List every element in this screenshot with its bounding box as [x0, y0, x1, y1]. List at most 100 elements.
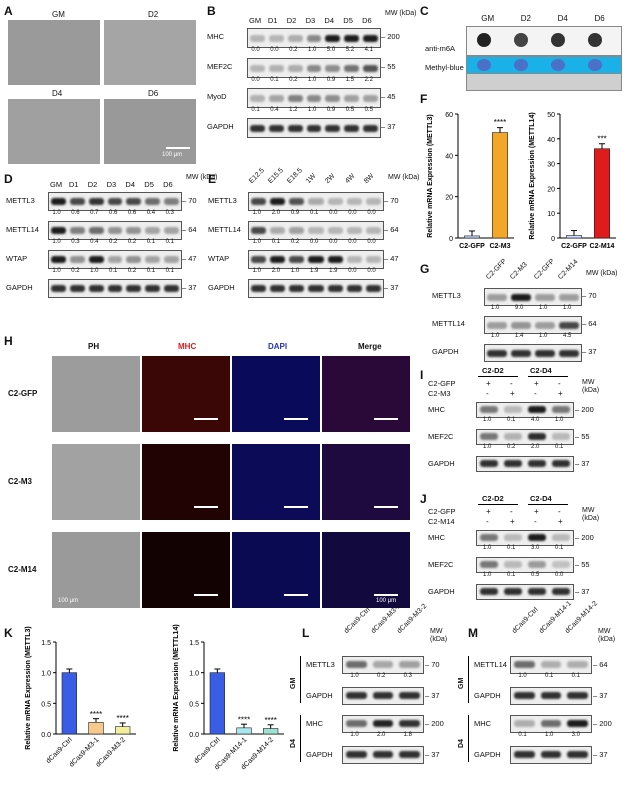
- quant-value: 4.1: [364, 47, 373, 53]
- blot-strip: [48, 192, 182, 211]
- quant-value: 1.0: [308, 107, 317, 113]
- y-tick-label: 30: [547, 162, 555, 169]
- sign: -: [558, 507, 561, 516]
- quant-value: 0.1: [545, 673, 554, 679]
- blot-strip: [248, 221, 384, 240]
- lane-label: C2-GFP: [485, 257, 509, 281]
- protein-band: [251, 256, 267, 263]
- protein-band: [270, 227, 286, 234]
- quant-value: 1.0: [52, 268, 61, 274]
- row-label: C2-GFP: [8, 389, 38, 398]
- row-label: C2-M3: [8, 477, 33, 486]
- protein-label: METTL14: [474, 660, 507, 669]
- protein-band: [164, 256, 179, 263]
- protein-band: [363, 124, 378, 132]
- quant-value: 0.9: [290, 210, 300, 216]
- quant-value: 1.0: [252, 268, 261, 274]
- protein-band: [514, 661, 535, 668]
- bar: [236, 727, 252, 735]
- blot-strip: [510, 687, 592, 705]
- protein-band: [250, 94, 265, 102]
- blot-strip: [247, 88, 381, 108]
- lane-label: D5: [144, 180, 154, 189]
- sign: +: [534, 379, 539, 388]
- panel-label-b: B: [207, 4, 216, 18]
- protein-band: [306, 94, 322, 102]
- protein-label: MEF2C: [428, 432, 454, 441]
- mw-marker: – 64: [582, 319, 597, 328]
- protein-band: [268, 94, 284, 102]
- quant-value: 5.0: [326, 47, 336, 53]
- micrograph-d2: [104, 20, 196, 85]
- protein-band: [325, 64, 341, 72]
- y-tick-label: 20: [547, 186, 555, 193]
- protein-band: [327, 256, 343, 263]
- protein-band: [399, 720, 420, 727]
- micrograph: [232, 356, 320, 432]
- blot-strip: [476, 530, 574, 546]
- protein-label: GAPDH: [306, 750, 333, 759]
- mw-header: MW (kDa): [582, 507, 600, 522]
- lane-label: D6: [163, 180, 173, 189]
- panel-label-e: E: [208, 172, 217, 186]
- quant-value: 0.9: [326, 77, 336, 83]
- protein-band: [250, 34, 265, 42]
- protein-band: [327, 227, 343, 234]
- protein-label: MHC: [207, 32, 225, 41]
- sign: +: [510, 517, 515, 526]
- blot-strip: [476, 429, 574, 445]
- blot-strip: [247, 118, 381, 138]
- condition-label: C2-M3: [428, 389, 451, 398]
- x-tick-label: C2-GFP: [459, 243, 485, 250]
- blot-strip: [476, 456, 574, 472]
- blot-strip: [48, 279, 182, 298]
- section-bracket: [468, 656, 469, 703]
- protein-band: [540, 720, 562, 727]
- protein-band: [552, 561, 570, 568]
- quant-value: 0.0: [348, 239, 357, 245]
- quant-value: 0.2: [290, 239, 300, 245]
- protein-band: [365, 198, 381, 205]
- quant-value: 0.1: [555, 444, 564, 450]
- microscopy-grid-h: PH MHC DAPI Merge C2-GFP C2-M3 C2-M14 100 μm 100…: [4, 340, 416, 630]
- mw-marker: – 70: [425, 660, 440, 669]
- protein-band: [308, 256, 324, 263]
- mw-marker: – 37: [182, 282, 197, 292]
- protein-band: [268, 124, 284, 132]
- y-tick-label: 1.5: [41, 640, 51, 647]
- bar: [492, 132, 509, 239]
- y-tick-label: 60: [445, 112, 453, 119]
- y-axis-label: Relative mRNA Expression (METTL3): [427, 114, 434, 237]
- mw-marker: – 37: [582, 347, 597, 356]
- protein-band: [567, 692, 588, 699]
- quant-value: 1.0: [290, 268, 300, 274]
- protein-band: [325, 34, 341, 42]
- protein-band: [372, 692, 394, 699]
- quant-value: 0.3: [71, 239, 80, 245]
- a-label-d2: D2: [148, 10, 159, 19]
- section-bracket: [300, 656, 301, 703]
- protein-band: [88, 256, 104, 263]
- protein-band: [69, 198, 85, 205]
- blot-strip: [342, 656, 424, 674]
- mw-marker: – 200: [575, 405, 594, 414]
- significance-label: ****: [116, 714, 128, 723]
- protein-band: [487, 293, 507, 301]
- protein-label: MEF2C: [207, 62, 233, 71]
- protein-band: [346, 198, 362, 205]
- y-tick-label: 1.0: [41, 671, 51, 678]
- quant-value: 1.0: [90, 268, 99, 274]
- protein-band: [287, 124, 303, 132]
- protein-band: [107, 285, 123, 292]
- panel-label-m: M: [468, 626, 478, 640]
- quant-value: 1.0: [491, 333, 500, 339]
- protein-band: [552, 460, 570, 467]
- protein-label: METTL14: [208, 224, 241, 234]
- mw-marker: – 37: [593, 750, 608, 759]
- c-lane: D4: [557, 14, 568, 23]
- protein-band: [346, 692, 367, 699]
- micrograph: [142, 444, 230, 520]
- group-line: [478, 504, 518, 505]
- protein-band: [251, 227, 267, 234]
- scale-bar: [284, 418, 308, 420]
